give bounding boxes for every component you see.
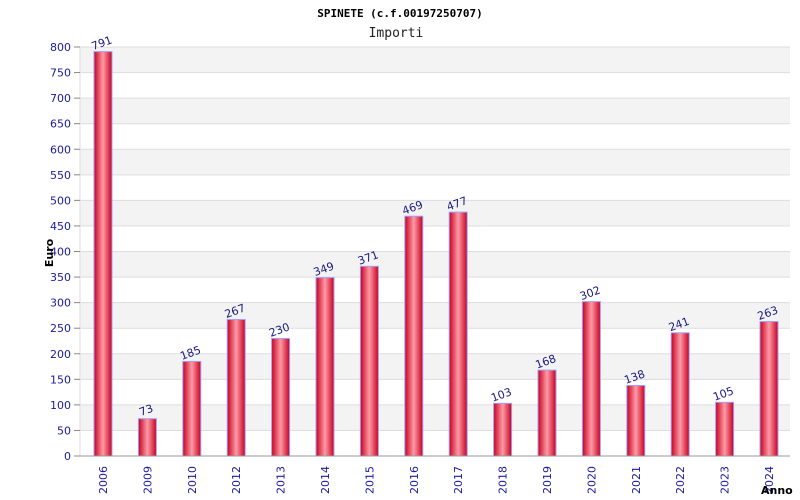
- x-tick-label: 2022: [674, 466, 687, 494]
- bar: [537, 369, 557, 457]
- x-tick-label: 2017: [452, 466, 465, 494]
- bar: [404, 215, 424, 457]
- bar: [271, 337, 291, 457]
- y-tick-label: 750: [50, 67, 71, 80]
- y-axis-label: Euro: [43, 238, 56, 267]
- bar: [670, 332, 690, 457]
- background-band: [80, 174, 790, 201]
- bar: [759, 321, 779, 457]
- background-band: [80, 302, 790, 329]
- y-tick-label: 350: [50, 271, 71, 284]
- chart-subtitle: Importi: [369, 26, 424, 41]
- x-tick-label: 2020: [585, 466, 598, 494]
- background-band: [80, 47, 790, 73]
- bar: [182, 360, 202, 457]
- y-tick-label: 250: [50, 322, 71, 335]
- y-tick-label: 150: [50, 373, 71, 386]
- x-tick-label: 2021: [630, 466, 643, 494]
- x-axis-ticks: 2006 2009 2010 2012 2013 2014 2015 2016 2017 2018…: [97, 466, 776, 494]
- y-tick-label: 450: [50, 220, 71, 233]
- y-tick-label: 500: [50, 194, 71, 207]
- y-tick-label: 200: [50, 348, 71, 361]
- x-tick-label: 2016: [408, 466, 421, 494]
- y-tick-label: 300: [50, 297, 71, 310]
- y-tick-label: 650: [50, 118, 71, 131]
- y-tick-label: 50: [57, 424, 71, 437]
- x-tick-label: 2010: [186, 466, 199, 494]
- bar: [315, 277, 335, 457]
- x-tick-label: 2023: [719, 466, 732, 494]
- background-band: [80, 200, 790, 226]
- background-band: [80, 98, 790, 124]
- x-tick-label: 2019: [541, 466, 554, 494]
- bar: [359, 265, 379, 457]
- bar: [493, 402, 513, 457]
- bar: [93, 51, 113, 457]
- background-band: [80, 225, 790, 252]
- y-tick-label: 0: [64, 450, 71, 463]
- bars: [93, 51, 779, 457]
- background-band: [80, 251, 790, 278]
- x-tick-label: 2013: [275, 466, 288, 494]
- bar: [626, 384, 646, 457]
- y-tick-label: 800: [50, 41, 71, 54]
- x-tick-label: 2009: [141, 466, 154, 494]
- x-tick-label: 2018: [497, 466, 510, 494]
- background-band: [80, 123, 790, 150]
- x-tick-label: 2012: [230, 466, 243, 494]
- x-tick-label: 2024: [763, 466, 776, 494]
- x-tick-label: 2015: [363, 466, 376, 494]
- x-tick-label: 2014: [319, 466, 332, 494]
- y-axis-ticks: 0 50 100 150 200 250 300 350 400 450 500 550 600 650 7…: [50, 41, 80, 463]
- background-band: [80, 72, 790, 99]
- data-label: 73: [137, 402, 155, 419]
- bar: [581, 301, 601, 457]
- bar: [137, 418, 157, 457]
- x-axis-label: Anno: [761, 484, 793, 497]
- bar: [715, 401, 735, 457]
- y-tick-label: 600: [50, 143, 71, 156]
- y-tick-label: 550: [50, 169, 71, 182]
- bar: [226, 318, 246, 457]
- y-tick-label: 400: [50, 246, 71, 259]
- gridlines: [79, 46, 790, 457]
- chart-title: SPINETE (c.f.00197250707): [317, 7, 483, 20]
- y-tick-label: 700: [50, 92, 71, 105]
- background-band: [80, 149, 790, 175]
- bar: [448, 211, 468, 457]
- background-band: [80, 277, 790, 303]
- y-tick-label: 100: [50, 399, 71, 412]
- x-tick-label: 2006: [97, 466, 110, 494]
